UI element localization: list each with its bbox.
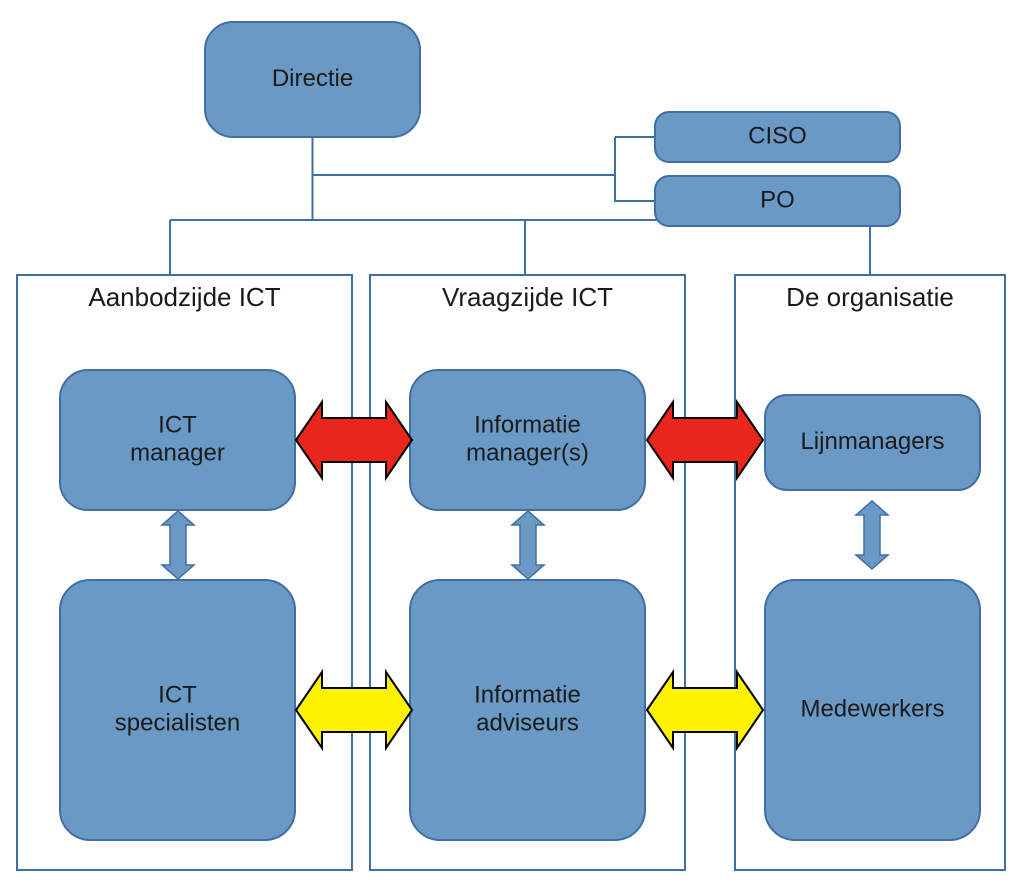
v-arrow-col2 xyxy=(512,511,544,579)
svg-text:Medewerkers: Medewerkers xyxy=(800,695,944,722)
conn-to-po xyxy=(615,175,655,201)
svg-text:ICT: ICT xyxy=(158,681,197,708)
node-label-lijnmanagers: Lijnmanagers xyxy=(800,428,944,455)
svg-text:adviseurs: adviseurs xyxy=(476,709,579,736)
yellow-arrow-2 xyxy=(647,672,763,748)
column-title-aanbod: Aanbodzijde ICT xyxy=(88,282,280,312)
node-label-medewerkers: Medewerkers xyxy=(800,695,944,722)
red-arrow-1 xyxy=(296,402,412,478)
svg-text:ICT: ICT xyxy=(158,411,197,438)
svg-text:CISO: CISO xyxy=(748,122,807,149)
v-arrow-col1 xyxy=(162,511,194,579)
svg-text:manager(s): manager(s) xyxy=(466,439,589,466)
svg-text:PO: PO xyxy=(760,186,795,213)
org-diagram: Aanbodzijde ICT Vraagzijde ICT De organisa… xyxy=(0,0,1024,894)
node-label-informatie-adviseurs: Informatieadviseurs xyxy=(474,681,581,736)
node-label-directie: Directie xyxy=(272,65,353,92)
svg-text:Informatie: Informatie xyxy=(474,681,581,708)
node-label-ciso: CISO xyxy=(748,122,807,149)
svg-text:specialisten: specialisten xyxy=(115,709,240,736)
node-label-po: PO xyxy=(760,186,795,213)
v-arrow-col3 xyxy=(856,501,888,569)
column-title-vraag: Vraagzijde ICT xyxy=(442,282,613,312)
svg-text:Directie: Directie xyxy=(272,65,353,92)
yellow-arrow-1 xyxy=(296,672,412,748)
svg-text:manager: manager xyxy=(130,439,225,466)
svg-text:Lijnmanagers: Lijnmanagers xyxy=(800,428,944,455)
svg-text:Informatie: Informatie xyxy=(474,411,581,438)
column-title-organisatie: De organisatie xyxy=(786,282,954,312)
red-arrow-2 xyxy=(647,402,763,478)
node-label-informatie-managers: Informatiemanager(s) xyxy=(466,411,589,466)
